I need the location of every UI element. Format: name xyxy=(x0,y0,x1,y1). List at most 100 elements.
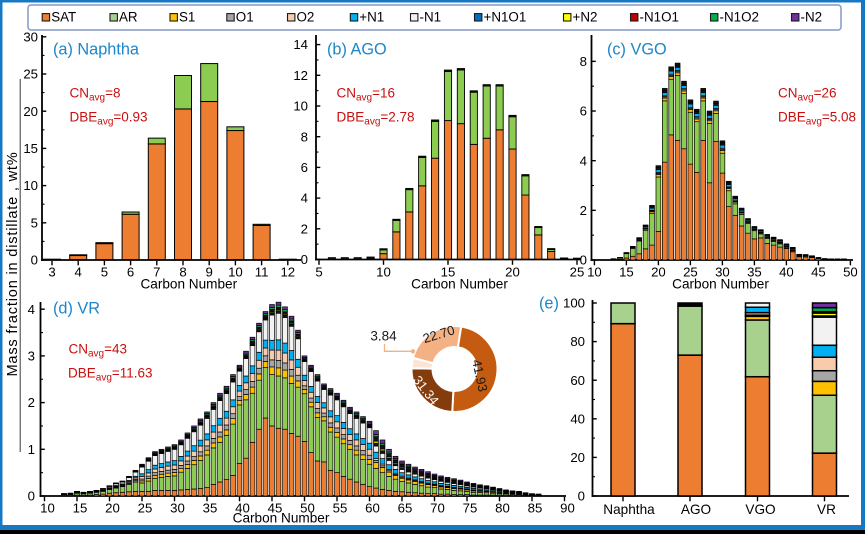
svg-text:DBEavg=5.08: DBEavg=5.08 xyxy=(778,110,856,128)
svg-text:15: 15 xyxy=(441,265,456,280)
svg-text:1: 1 xyxy=(28,442,35,457)
svg-text:20: 20 xyxy=(105,501,120,516)
svg-text:4: 4 xyxy=(28,302,35,317)
svg-text:Carbon Number: Carbon Number xyxy=(233,510,330,525)
svg-text:65: 65 xyxy=(398,501,413,516)
svg-text:5: 5 xyxy=(101,265,108,280)
svg-text:(e): (e) xyxy=(539,295,559,313)
svg-text:6: 6 xyxy=(127,265,134,280)
svg-text:DBEavg=11.63: DBEavg=11.63 xyxy=(68,366,153,384)
svg-text:-N1O2: -N1O2 xyxy=(720,10,759,25)
svg-text:(a) Naphtha: (a) Naphtha xyxy=(53,41,140,59)
svg-text:Naphtha: Naphtha xyxy=(603,502,655,517)
svg-text:10: 10 xyxy=(40,501,55,516)
svg-text:85: 85 xyxy=(528,501,543,516)
svg-text:100: 100 xyxy=(563,296,585,311)
svg-text:9: 9 xyxy=(206,265,213,280)
svg-text:30: 30 xyxy=(715,265,730,280)
svg-text:(d) VR: (d) VR xyxy=(53,300,100,318)
svg-text:DBEavg=0.93: DBEavg=0.93 xyxy=(70,110,148,128)
svg-text:20: 20 xyxy=(505,265,520,280)
svg-text:90: 90 xyxy=(560,501,575,516)
svg-text:6: 6 xyxy=(301,160,308,175)
svg-text:Carbon Number: Carbon Number xyxy=(672,276,769,291)
svg-text:60: 60 xyxy=(570,373,585,388)
svg-text:25: 25 xyxy=(138,501,153,516)
svg-text:45: 45 xyxy=(811,265,826,280)
svg-text:5: 5 xyxy=(31,215,38,230)
svg-text:25: 25 xyxy=(683,265,698,280)
svg-text:7: 7 xyxy=(153,265,160,280)
svg-text:0: 0 xyxy=(578,489,585,504)
svg-text:+N2: +N2 xyxy=(573,10,598,25)
svg-text:VR: VR xyxy=(817,502,836,517)
svg-text:12: 12 xyxy=(293,68,308,83)
svg-text:20: 20 xyxy=(651,265,666,280)
svg-text:3: 3 xyxy=(48,265,55,280)
svg-text:10: 10 xyxy=(293,99,308,114)
svg-text:2: 2 xyxy=(301,221,308,236)
svg-text:15: 15 xyxy=(619,265,634,280)
svg-text:50: 50 xyxy=(843,265,858,280)
svg-text:CNavg=26: CNavg=26 xyxy=(778,86,837,104)
svg-text:15: 15 xyxy=(23,141,38,156)
svg-text:3.84: 3.84 xyxy=(370,329,397,344)
svg-text:(c) VGO: (c) VGO xyxy=(607,41,667,59)
svg-text:CNavg=43: CNavg=43 xyxy=(69,342,128,360)
svg-text:60: 60 xyxy=(365,501,380,516)
svg-text:55: 55 xyxy=(333,501,348,516)
svg-text:8: 8 xyxy=(301,129,308,144)
svg-text:CNavg=16: CNavg=16 xyxy=(337,86,396,104)
svg-text:25: 25 xyxy=(570,265,585,280)
svg-text:0: 0 xyxy=(580,253,587,268)
svg-text:0: 0 xyxy=(301,252,308,267)
svg-text:15: 15 xyxy=(73,501,88,516)
svg-text:CNavg=8: CNavg=8 xyxy=(70,86,121,104)
svg-text:-N1O1: -N1O1 xyxy=(640,10,679,25)
svg-text:5: 5 xyxy=(315,265,322,280)
svg-text:6: 6 xyxy=(580,104,587,119)
svg-text:AGO: AGO xyxy=(681,502,711,517)
svg-text:40: 40 xyxy=(570,411,585,426)
svg-text:12: 12 xyxy=(280,265,295,280)
svg-text:AR: AR xyxy=(119,10,138,25)
svg-text:70: 70 xyxy=(430,501,445,516)
svg-text:-N1: -N1 xyxy=(420,10,442,25)
svg-text:50: 50 xyxy=(300,501,315,516)
svg-text:+N1O1: +N1O1 xyxy=(484,10,527,25)
svg-text:S1: S1 xyxy=(179,10,195,25)
svg-text:3: 3 xyxy=(28,349,35,364)
svg-text:75: 75 xyxy=(463,501,478,516)
svg-text:25: 25 xyxy=(23,67,38,82)
svg-text:41.93: 41.93 xyxy=(469,358,490,393)
svg-text:10: 10 xyxy=(376,265,391,280)
svg-text:2: 2 xyxy=(580,203,587,218)
svg-text:10: 10 xyxy=(228,265,243,280)
svg-text:4: 4 xyxy=(301,191,308,206)
svg-text:20: 20 xyxy=(23,104,38,119)
svg-text:DBEavg=2.78: DBEavg=2.78 xyxy=(337,110,415,128)
svg-text:+N1: +N1 xyxy=(359,10,384,25)
svg-text:20: 20 xyxy=(570,450,585,465)
svg-text:10: 10 xyxy=(23,178,38,193)
svg-text:80: 80 xyxy=(570,334,585,349)
svg-text:Carbon Number: Carbon Number xyxy=(140,276,237,291)
svg-text:-N2: -N2 xyxy=(801,10,823,25)
svg-text:30: 30 xyxy=(23,29,38,44)
svg-text:14: 14 xyxy=(293,37,308,52)
svg-text:8: 8 xyxy=(179,265,186,280)
svg-text:4: 4 xyxy=(75,265,82,280)
svg-text:40: 40 xyxy=(779,265,794,280)
svg-text:45: 45 xyxy=(268,501,283,516)
svg-text:Mass fraction in distillate ,: Mass fraction in distillate , wt% xyxy=(5,151,21,376)
svg-text:0: 0 xyxy=(28,489,35,504)
svg-text:35: 35 xyxy=(203,501,218,516)
svg-text:(b) AGO: (b) AGO xyxy=(327,41,387,59)
svg-text:10: 10 xyxy=(587,265,602,280)
svg-text:VGO: VGO xyxy=(745,502,775,517)
svg-text:30: 30 xyxy=(170,501,185,516)
svg-text:O2: O2 xyxy=(297,10,315,25)
svg-text:8: 8 xyxy=(580,54,587,69)
svg-text:O1: O1 xyxy=(236,10,254,25)
svg-text:SAT: SAT xyxy=(51,10,76,25)
